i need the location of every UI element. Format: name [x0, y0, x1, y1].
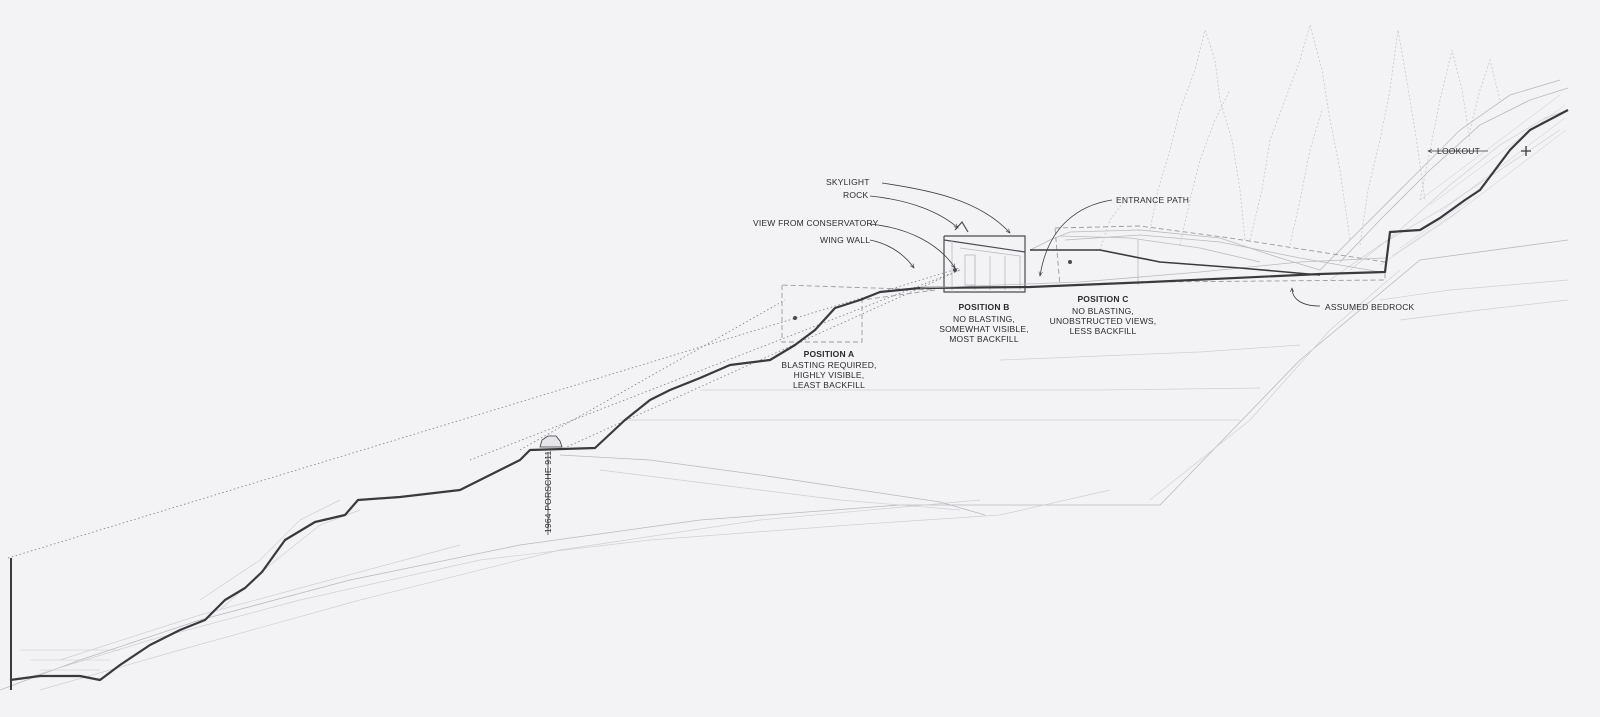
- position-b-title: POSITION B: [958, 302, 1009, 312]
- position-b-line2: SOMEWHAT VISIBLE,: [939, 324, 1029, 334]
- label-skylight: SKYLIGHT: [826, 177, 870, 187]
- position-c-title: POSITION C: [1077, 294, 1128, 304]
- label-assumed-bedrock: ASSUMED BEDROCK: [1325, 302, 1415, 312]
- position-c-outline: [1054, 225, 1386, 287]
- annotation-leaders: [869, 146, 1531, 307]
- label-rock: ROCK: [843, 190, 868, 200]
- label-lookout: LOOKOUT: [1437, 146, 1480, 156]
- trees-ghost: [1099, 23, 1501, 251]
- label-view-from-conservatory: VIEW FROM CONSERVATORY: [753, 218, 879, 228]
- position-c-line3: LESS BACKFILL: [1070, 326, 1137, 336]
- lower-terrain-ghost: [0, 239, 1569, 691]
- position-b-caption: POSITION B NO BLASTING, SOMEWHAT VISIBLE…: [939, 302, 1029, 344]
- car-icon: [539, 435, 563, 535]
- label-entrance-path: ENTRANCE PATH: [1116, 195, 1189, 205]
- position-a-caption: POSITION A BLASTING REQUIRED, HIGHLY VIS…: [781, 349, 876, 390]
- position-a-line2: HIGHLY VISIBLE,: [794, 370, 865, 380]
- position-a-outline: [781, 284, 936, 343]
- position-c-caption: POSITION C NO BLASTING, UNOBSTRUCTED VIE…: [1050, 294, 1157, 336]
- position-b-line3: MOST BACKFILL: [949, 334, 1019, 344]
- position-c-line1: NO BLASTING,: [1072, 306, 1134, 316]
- position-b-line1: NO BLASTING,: [953, 314, 1015, 324]
- label-wing-wall: WING WALL: [820, 235, 870, 245]
- ground-line: [9, 109, 1569, 682]
- hillside-hatching: [1319, 79, 1569, 281]
- position-c-line2: UNOBSTRUCTED VIEWS,: [1050, 316, 1157, 326]
- position-b-building: [943, 220, 1026, 293]
- position-a-title: POSITION A: [804, 349, 855, 359]
- label-car: 1964 PORSCHE 911: [543, 451, 553, 533]
- position-a-line3: LEAST BACKFILL: [793, 380, 865, 390]
- position-a-line1: BLASTING REQUIRED,: [781, 360, 876, 370]
